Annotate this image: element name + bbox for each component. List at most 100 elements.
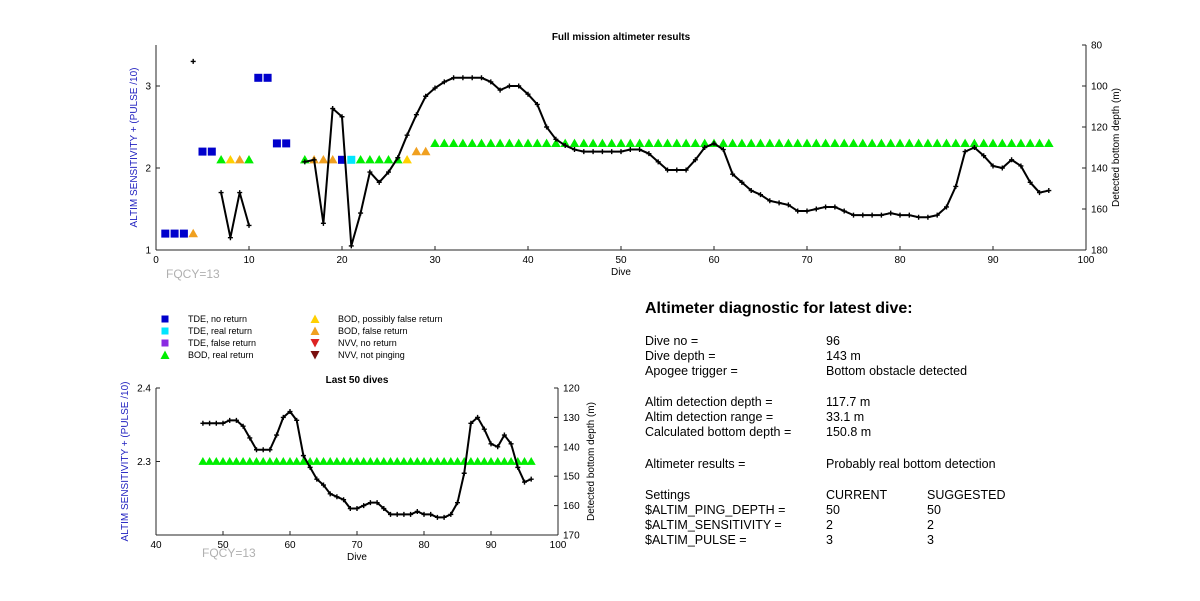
settings-row-pulse: $ALTIM_PULSE = 3 3: [645, 533, 1125, 548]
data-point: [234, 155, 245, 164]
data-point: [523, 138, 533, 147]
data-point: [365, 457, 375, 465]
x-tick-label: 0: [153, 255, 159, 266]
legend-marker-shape: [310, 339, 320, 348]
data-point: [932, 138, 942, 147]
data-point: [690, 138, 701, 147]
data-point: [388, 511, 393, 517]
data-point: [225, 155, 236, 164]
x-tick-label: 70: [801, 255, 813, 266]
data-point: [267, 447, 273, 453]
data-point: [426, 457, 436, 465]
data-point: [897, 212, 903, 218]
data-point: [227, 235, 233, 241]
data-point: [345, 457, 355, 465]
diag-value: Probably real bottom detection: [826, 457, 996, 471]
data-point: [458, 138, 468, 147]
data-point: [569, 138, 580, 147]
data-point: [515, 464, 521, 470]
diag-label: Calculated bottom depth =: [645, 425, 792, 439]
diag-label: Apogee trigger =: [645, 364, 738, 378]
data-point: [320, 220, 326, 226]
data-point: [572, 147, 577, 153]
data-point: [278, 457, 288, 465]
data-point: [748, 188, 754, 194]
data-point: [665, 167, 670, 173]
data-point: [348, 243, 354, 249]
depth-line: [304, 76, 1050, 247]
data-point: [274, 432, 280, 438]
data-point: [553, 136, 559, 142]
data-point: [341, 497, 347, 503]
y2-tick-label: 170: [563, 531, 580, 542]
data-point: [969, 138, 980, 147]
data-point: [302, 159, 308, 165]
legend-marker-shape: [310, 351, 320, 360]
data-point: [876, 138, 887, 147]
diag-label: Dive no =: [645, 334, 699, 348]
y2-tick-label: 160: [563, 501, 580, 512]
data-point: [207, 420, 213, 426]
x-tick-label: 80: [894, 255, 906, 266]
data-point: [338, 155, 346, 164]
data-point: [479, 75, 484, 81]
data-point: [525, 91, 531, 97]
y2-axis-label: Detected bottom depth (m): [586, 402, 597, 521]
x-tick-label: 90: [987, 255, 999, 266]
legend-marker: [161, 315, 169, 323]
data-point: [414, 508, 420, 514]
data-point: [330, 106, 336, 112]
data-point: [305, 457, 315, 465]
data-point: [486, 138, 496, 147]
data-point: [211, 457, 221, 465]
data-point: [423, 93, 429, 99]
data-point: [355, 155, 366, 164]
data-point: [776, 200, 782, 206]
data-point: [246, 222, 252, 228]
data-point: [590, 149, 596, 155]
data-point: [858, 138, 868, 147]
data-point: [392, 457, 402, 465]
data-point: [383, 155, 394, 164]
data-point: [878, 212, 884, 218]
data-point: [365, 155, 375, 164]
data-point: [332, 457, 342, 465]
y2-tick-label: 100: [1091, 82, 1108, 93]
diag-value: 150.8 m: [826, 425, 872, 439]
data-point: [265, 457, 275, 465]
data-point: [988, 138, 998, 147]
data-point: [953, 183, 959, 189]
data-point: [446, 457, 456, 465]
data-point: [386, 457, 395, 465]
data-point: [225, 457, 235, 465]
legend-marker-shape: [161, 339, 169, 347]
data-point: [999, 165, 1005, 171]
data-point: [254, 73, 263, 82]
data-point: [508, 441, 514, 447]
legend-marker: [310, 339, 320, 348]
data-point: [244, 155, 254, 164]
fqcy-annotation: FQCY=13: [202, 546, 256, 560]
data-point: [811, 138, 822, 147]
settings-row-ping-depth: $ALTIM_PING_DEPTH = 50 50: [645, 503, 1125, 518]
y-tick-label: 3: [145, 82, 151, 93]
data-point: [913, 138, 924, 147]
legend-label: BOD, real return: [188, 350, 254, 360]
legend: TDE, no return TDE, real return TDE, false…: [160, 314, 500, 370]
data-point: [516, 83, 522, 89]
data-point: [758, 192, 763, 198]
data-point: [804, 208, 810, 214]
x-tick-label: 60: [708, 255, 720, 266]
data-point: [597, 138, 608, 147]
data-point: [411, 146, 422, 156]
data-point: [504, 138, 515, 147]
data-point: [272, 457, 282, 465]
data-point: [404, 132, 410, 138]
x-axis-label: Dive: [611, 267, 631, 278]
data-point: [481, 426, 487, 432]
data-point: [488, 79, 494, 85]
data-point: [839, 138, 849, 147]
y2-tick-label: 130: [563, 413, 580, 424]
data-point: [460, 75, 466, 81]
x-tick-label: 60: [284, 540, 296, 551]
